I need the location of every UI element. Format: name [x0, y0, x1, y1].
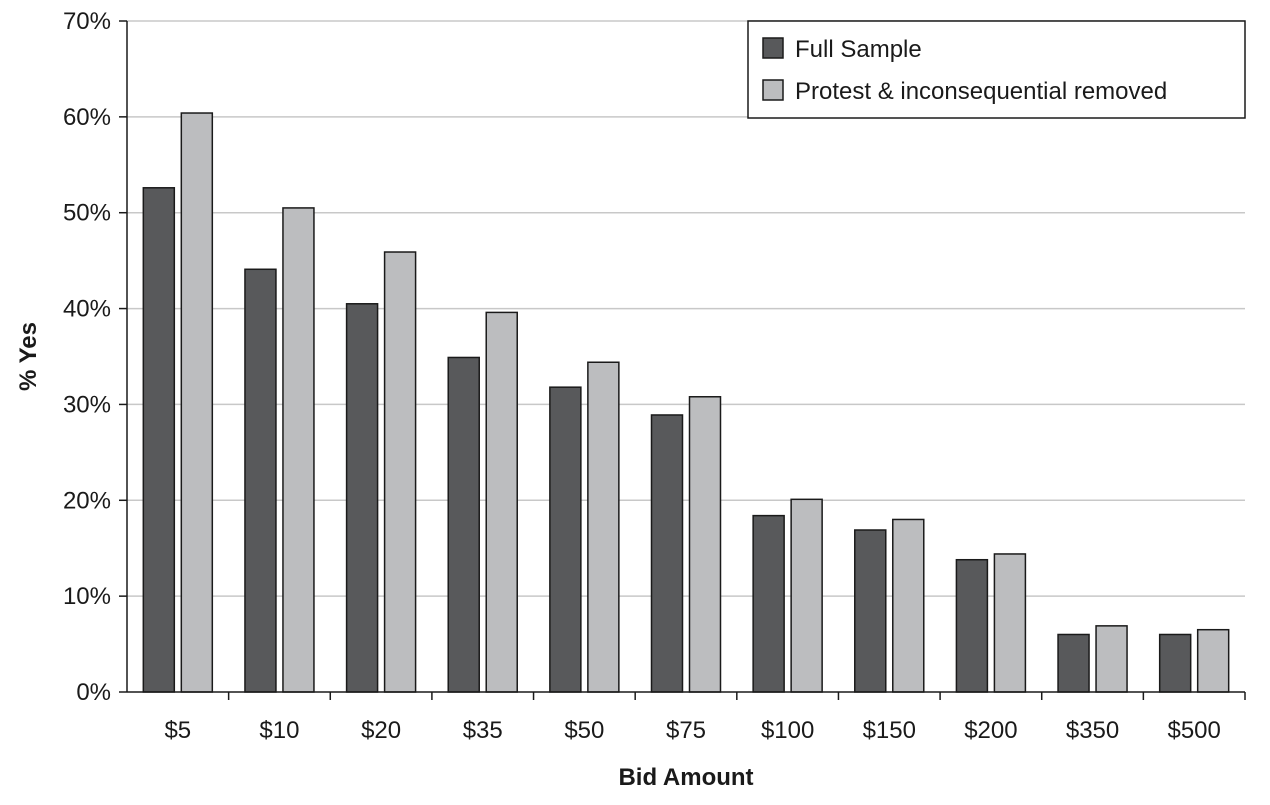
bars [142, 112, 1230, 693]
bar-full-sample [752, 514, 785, 693]
x-tick-label: $200 [964, 717, 1017, 744]
bar-full-sample [345, 303, 379, 693]
x-axis-title: Bid Amount [618, 764, 753, 791]
bar-full-sample [650, 414, 684, 693]
legend-swatch-protest-removed [762, 79, 784, 101]
y-tick-label: 10% [63, 583, 111, 610]
bar-protest-removed [1196, 628, 1230, 693]
x-tick-label: $20 [361, 717, 401, 744]
x-tick-label: $75 [666, 717, 706, 744]
bar-protest-removed [993, 553, 1027, 693]
bar-full-sample [142, 187, 176, 693]
bar-full-sample [1057, 633, 1090, 693]
bar-full-sample [244, 268, 277, 693]
bar-protest-removed [688, 396, 722, 693]
bar-protest-removed [180, 112, 214, 693]
x-tick-label: $100 [761, 717, 814, 744]
y-tick-label: 20% [63, 487, 111, 514]
bar-protest-removed [282, 207, 315, 693]
bar-protest-removed [587, 361, 620, 693]
x-tick-labels: $5 $10 $20 $35 $50 $75 $100 $150 $200 $350 $500 [164, 717, 1220, 744]
bar-full-sample [549, 386, 582, 693]
legend-box [747, 20, 1246, 119]
legend-swatch-full-sample [762, 37, 784, 59]
y-tick-label: 50% [63, 200, 111, 227]
y-tick-label: 30% [63, 391, 111, 418]
bar-protest-removed [383, 251, 417, 693]
y-axis-title: % Yes [15, 322, 42, 391]
bar-protest-removed [790, 498, 823, 693]
x-tick-label: $50 [564, 717, 604, 744]
x-tick-label: $5 [164, 717, 191, 744]
bar-protest-removed [1095, 625, 1128, 693]
x-tick-label: $150 [863, 717, 916, 744]
legend-label-full-sample: Full Sample [795, 36, 922, 63]
bar-full-sample [1158, 633, 1192, 693]
x-tick-label: $35 [463, 717, 503, 744]
axes [126, 21, 1245, 693]
x-tick-label: $10 [259, 717, 299, 744]
bar-full-sample [854, 529, 887, 693]
bar-protest-removed [892, 518, 925, 693]
y-tick-label: 40% [63, 296, 111, 323]
bar-protest-removed [485, 311, 518, 693]
y-tick-labels: 0% 10% 20% 30% 40% 50% 60% 70% [63, 8, 111, 706]
y-tick-label: 60% [63, 104, 111, 131]
y-tick-label: 0% [76, 679, 111, 706]
x-tick-label: $500 [1167, 717, 1220, 744]
x-tick-label: $350 [1066, 717, 1119, 744]
legend: Full Sample Protest & inconsequential re… [747, 20, 1246, 119]
legend-label-protest-removed: Protest & inconsequential removed [795, 78, 1167, 105]
bar-full-sample [447, 356, 480, 693]
bar-full-sample [955, 558, 989, 693]
y-tick-label: 70% [63, 8, 111, 35]
